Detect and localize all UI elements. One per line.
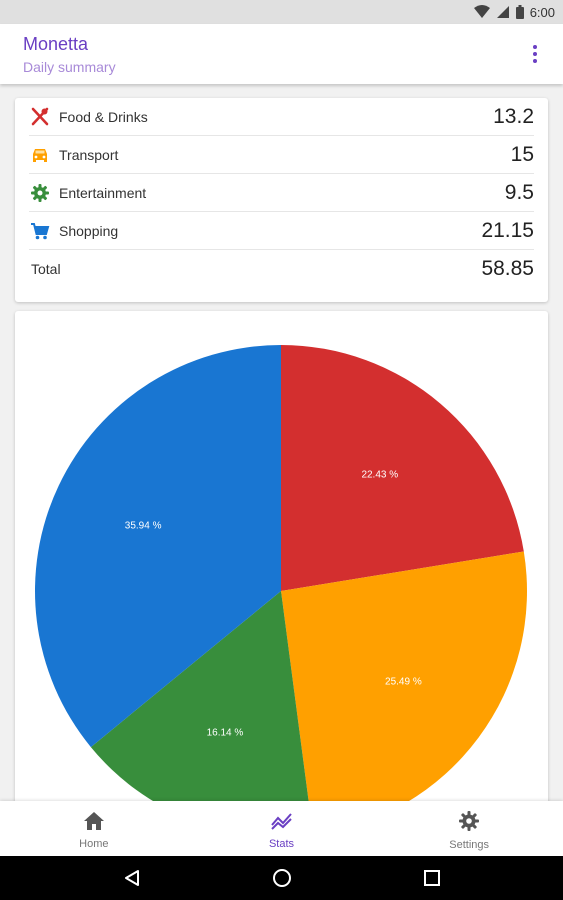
summary-value: 13.2 — [493, 104, 534, 128]
wifi-icon — [473, 5, 490, 19]
status-time: 6:00 — [529, 4, 555, 20]
summary-label: Shopping — [59, 222, 119, 239]
nav-label-home: Home — [79, 837, 109, 850]
slice-label: 25.49 % — [385, 677, 422, 688]
settings-icon — [459, 810, 480, 836]
summary-card: Food & Drinks 13.2 Transport 15 — [15, 98, 548, 302]
summary-row-transport: Transport 15 — [29, 136, 534, 174]
summary-row-total: Total 58.85 — [29, 250, 534, 288]
nav-item-stats[interactable]: Stats — [188, 801, 376, 856]
summary-row-entertainment: Entertainment 9.5 — [29, 174, 534, 212]
bottom-navigation: Home Stats Settings — [0, 801, 563, 856]
app-bar: Monetta Daily summary — [0, 24, 563, 84]
summary-row-food: Food & Drinks 13.2 — [29, 98, 534, 136]
system-navigation-bar — [0, 856, 563, 900]
nav-label-stats: Stats — [268, 837, 295, 850]
summary-label: Transport — [59, 146, 119, 163]
total-label: Total — [31, 261, 61, 277]
summary-value: 21.15 — [481, 218, 534, 242]
nav-item-home[interactable]: Home — [0, 801, 188, 856]
recents-icon[interactable] — [420, 866, 444, 890]
chart-card: 22.43 % 25.49 % 16.14 % 35.94 % — [15, 311, 548, 811]
restaurant-icon — [29, 106, 51, 128]
pie-slice[interactable] — [281, 551, 527, 811]
total-value: 58.85 — [481, 257, 534, 280]
slice-label: 22.43 % — [361, 469, 398, 480]
pie-slice[interactable] — [281, 345, 524, 591]
nav-label-settings: Settings — [449, 838, 490, 851]
summary-value: 9.5 — [504, 180, 534, 204]
slice-label: 35.94 % — [125, 520, 162, 531]
pie-chart: 22.43 % 25.49 % 16.14 % 35.94 % — [35, 345, 527, 811]
summary-row-shopping: Shopping 21.15 — [29, 212, 534, 250]
signal-icon — [496, 5, 510, 19]
slice-label: 16.14 % — [207, 727, 244, 738]
back-icon[interactable] — [120, 866, 144, 890]
overflow-menu-icon[interactable] — [523, 42, 547, 66]
car-icon — [29, 144, 51, 166]
shopping-cart-icon — [29, 220, 51, 242]
gear-icon — [29, 182, 51, 204]
home-circle-icon[interactable] — [270, 866, 294, 890]
summary-value: 15 — [510, 142, 534, 166]
summary-label: Entertainment — [59, 184, 147, 201]
app-subtitle: Daily summary — [23, 59, 116, 75]
stats-icon — [270, 812, 293, 835]
pie-slice[interactable] — [90, 591, 313, 811]
app-title: Monetta — [23, 34, 89, 54]
battery-icon — [515, 5, 524, 19]
home-icon — [83, 811, 104, 835]
summary-label: Food & Drinks — [59, 108, 148, 125]
nav-item-settings[interactable]: Settings — [375, 801, 563, 856]
status-bar: 6:00 — [0, 0, 563, 24]
pie-slice[interactable] — [35, 345, 281, 748]
